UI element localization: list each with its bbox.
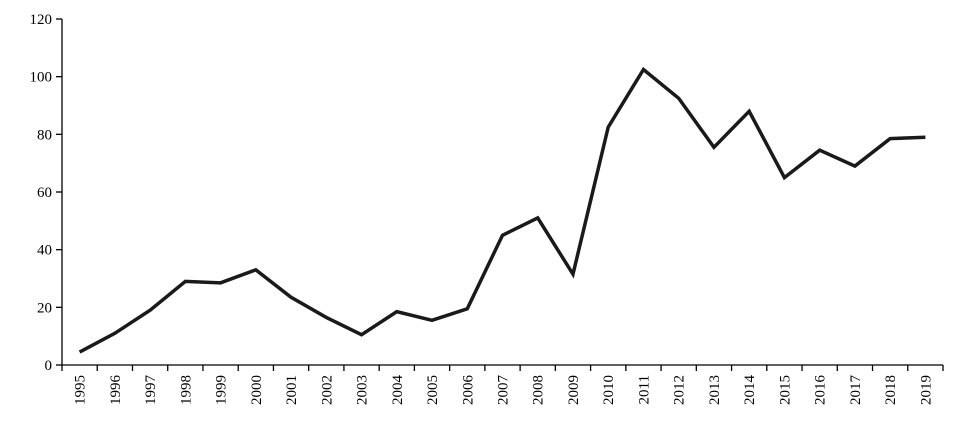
x-tick-label: 1995 <box>73 375 89 405</box>
x-tick-label: 2005 <box>425 375 441 405</box>
x-tick-label: 2010 <box>601 375 617 405</box>
x-tick-label: 2013 <box>707 375 723 405</box>
y-tick-label: 80 <box>37 127 52 143</box>
x-tick-label: 1996 <box>108 375 124 406</box>
x-tick-label: 1998 <box>178 375 194 405</box>
x-tick-label: 2019 <box>918 375 934 405</box>
y-tick-label: 20 <box>37 300 52 316</box>
y-tick-label: 100 <box>30 70 53 86</box>
x-tick-label: 1997 <box>143 375 159 406</box>
x-tick-label: 2004 <box>390 375 406 406</box>
x-tick-label: 2001 <box>284 375 300 405</box>
x-tick-label: 2016 <box>813 375 829 406</box>
x-tick-label: 1999 <box>214 375 230 405</box>
series-line <box>80 69 926 352</box>
x-tick-label: 2008 <box>531 375 547 405</box>
x-tick-label: 2012 <box>672 375 688 405</box>
x-tick-label: 2003 <box>355 375 371 405</box>
y-tick-label: 0 <box>45 358 53 374</box>
x-tick-label: 2017 <box>848 375 864 406</box>
y-tick-label: 60 <box>37 185 52 201</box>
x-tick-label: 2002 <box>319 375 335 405</box>
x-tick-label: 2014 <box>742 375 758 406</box>
y-tick-label: 40 <box>37 243 52 259</box>
x-tick-label: 2006 <box>460 375 476 406</box>
x-tick-label: 2009 <box>566 375 582 405</box>
x-tick-label: 2018 <box>883 375 899 405</box>
series-group <box>80 69 926 352</box>
y-axis: 0 20 40 60 80 100 120 <box>30 12 63 374</box>
x-tick-label: 2000 <box>249 375 265 405</box>
x-tick-label: 2007 <box>496 375 512 406</box>
x-tick-label: 2015 <box>777 375 793 405</box>
x-tick-label: 2011 <box>636 375 652 404</box>
y-tick-label: 120 <box>30 12 53 28</box>
x-axis: 1995 1996 1997 1998 1999 2000 2001 2002 2003 2004… <box>62 365 943 405</box>
